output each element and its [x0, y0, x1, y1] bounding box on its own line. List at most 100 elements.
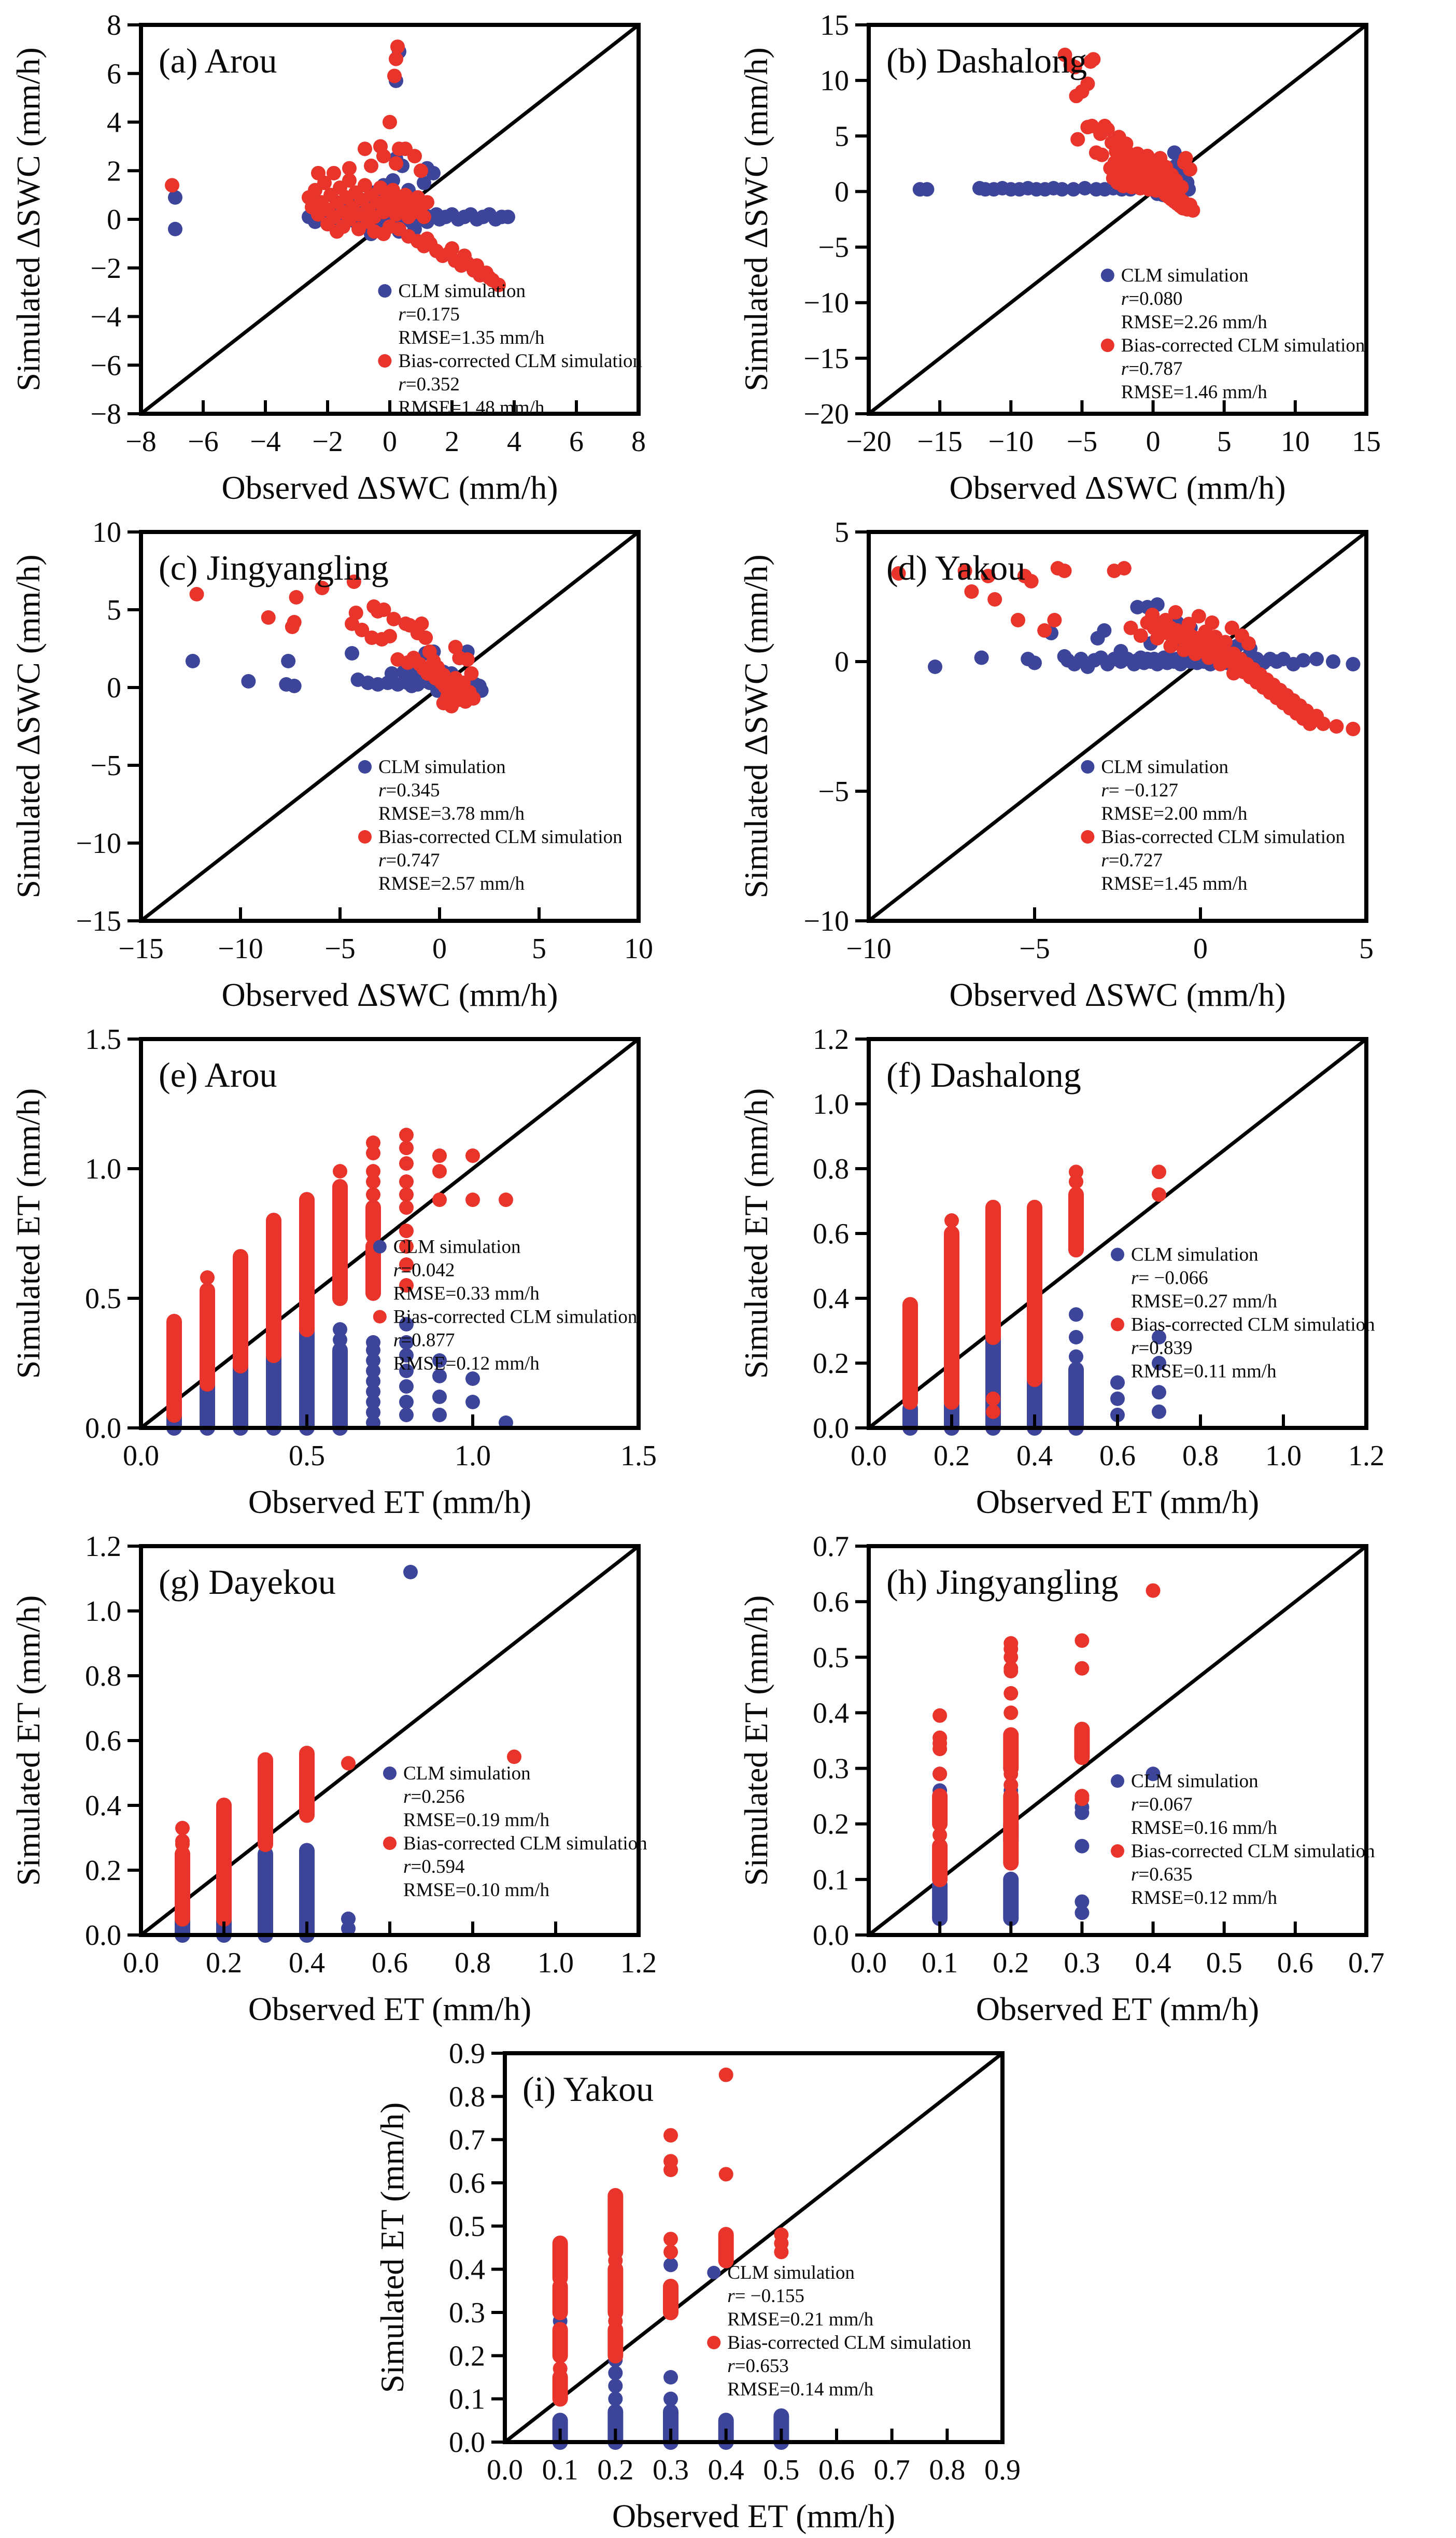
data-point [466, 691, 481, 706]
legend-rmse-value: RMSE=2.57 mm/h [378, 873, 525, 894]
data-point [1152, 1385, 1166, 1400]
data-point [663, 2245, 678, 2260]
y-axis: −10 −5 0 5 [803, 516, 869, 937]
data-point [399, 1278, 414, 1293]
data-point [261, 610, 276, 625]
data-point [399, 1200, 414, 1215]
legend-rmse-value: RMSE=1.35 mm/h [398, 327, 544, 348]
legend-marker-bias_corrected [358, 830, 372, 844]
legend-series-label: Bias-corrected CLM simulation [1131, 1841, 1375, 1862]
data-point [418, 630, 433, 645]
y-axis: 0.0 0.5 1.0 1.5 [85, 1023, 141, 1445]
data-point [1296, 653, 1311, 668]
legend-series-label: CLM simulation [1131, 1244, 1259, 1266]
plot-frame [503, 2051, 1005, 2444]
data-point [1163, 639, 1178, 653]
data-point [1110, 1375, 1125, 1390]
legend-series-label: Bias-corrected CLM simulation [1121, 335, 1365, 356]
data-point [1130, 146, 1145, 161]
data-point [986, 1391, 1000, 1406]
legend-series-label: CLM simulation [1121, 265, 1249, 286]
data-point [1145, 608, 1160, 622]
data-point [1152, 1165, 1166, 1180]
x-tick-label: 0.2 [934, 1440, 970, 1472]
legend-rmse-value: RMSE=0.11 mm/h [1131, 1361, 1277, 1382]
y-tick-label: 0.0 [813, 1412, 849, 1445]
legend-rmse-value: RMSE=2.26 mm/h [1121, 312, 1267, 333]
data-point [383, 115, 397, 130]
data-point [341, 1911, 356, 1926]
data-point [399, 1174, 414, 1189]
data-point [384, 666, 399, 681]
plot-frame [867, 1544, 1368, 1937]
data-point [289, 590, 304, 605]
data-point [608, 2378, 623, 2393]
one-to-one-line [139, 1545, 640, 1937]
scatter-bias_corrected [552, 2067, 789, 2407]
data-point [981, 569, 996, 583]
x-tick-label: 0.1 [922, 1947, 958, 1979]
data-point [986, 1404, 1000, 1419]
x-axis: 0.0 0.1 0.2 0.3 0.4 0.5 0.6 0.7 [851, 1922, 1384, 1979]
x-tick-label: 1.5 [620, 1440, 657, 1472]
data-point [1152, 1404, 1166, 1419]
panel-a-chart: −8 −6 −4 −2 0 2 4 6 8 −8 −6 −4 −2 0 2 4 6 8 (a) Arou Observ… [10, 9, 646, 506]
y-tick-label: −10 [803, 905, 849, 937]
data-point [432, 1148, 447, 1163]
one-to-one-line [867, 23, 1368, 415]
data-point [241, 674, 256, 689]
data-point [1086, 52, 1101, 67]
x-tick-label: 0.7 [1348, 1947, 1384, 1979]
data-point [1003, 1661, 1019, 1676]
data-point [932, 1828, 948, 1843]
data-point [1133, 628, 1148, 643]
data-point [663, 2391, 678, 2406]
data-point [501, 209, 515, 225]
legend-rmse-value: RMSE=2.00 mm/h [1101, 803, 1247, 824]
x-tick-label: −5 [324, 933, 356, 965]
data-point [1075, 1894, 1090, 1909]
data-point [1069, 1349, 1083, 1364]
data-point [1224, 621, 1239, 635]
legend-rmse-value: RMSE=0.14 mm/h [727, 2379, 873, 2400]
data-point [404, 679, 419, 693]
panel-title: (d) Yakou [886, 548, 1025, 587]
x-axis-title: Observed ET (mm/h) [248, 1990, 531, 2027]
y-tick-label: 1.0 [85, 1595, 121, 1628]
data-point [1167, 145, 1182, 160]
data-point [342, 173, 357, 188]
x-tick-label: −10 [846, 933, 892, 965]
data-point [1003, 1777, 1019, 1792]
x-tick-label: 0.4 [1135, 1947, 1171, 1979]
y-tick-label: −10 [76, 828, 121, 860]
data-point [507, 1749, 521, 1764]
y-tick-label: 0.0 [85, 1919, 121, 1952]
y-tick-label: 0.4 [813, 1697, 849, 1729]
data-point [1075, 1789, 1090, 1804]
data-point [1346, 722, 1361, 736]
data-point [366, 1395, 380, 1409]
data-point [1152, 1330, 1166, 1344]
data-point [774, 2227, 789, 2242]
data-point [366, 1146, 380, 1160]
y-tick-label: 0.2 [813, 1348, 849, 1380]
data-point [1123, 621, 1138, 635]
y-tick-label: 0 [835, 646, 849, 678]
x-tick-label: 0.0 [123, 1440, 159, 1472]
data-point [470, 258, 484, 273]
legend-rmse-value: RMSE=0.19 mm/h [403, 1810, 549, 1831]
y-axis: 0.0 0.2 0.4 0.6 0.8 1.0 1.2 [85, 1531, 141, 1952]
scatter-bias_corrected [902, 1165, 1166, 1419]
x-tick-label: 1.2 [1348, 1440, 1384, 1472]
x-axis-title: Observed ΔSWC (mm/h) [221, 469, 558, 506]
y-axis-title: Simulated ΔSWC (mm/h) [10, 554, 47, 898]
legend-series-label: Bias-corrected CLM simulation [727, 2332, 971, 2353]
y-tick-label: −15 [803, 343, 849, 375]
legend-marker-bias_corrected [378, 354, 392, 368]
legend-series-label: Bias-corrected CLM simulation [1131, 1314, 1375, 1336]
y-tick-label: −8 [90, 398, 121, 430]
data-point [420, 231, 434, 246]
data-point [355, 623, 370, 637]
y-tick-label: 0 [107, 204, 121, 236]
